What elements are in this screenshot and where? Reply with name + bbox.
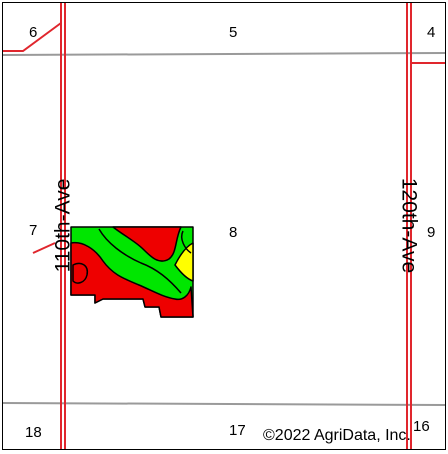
road-120th-ave bbox=[406, 3, 445, 449]
soil-boundary-line-2 bbox=[180, 230, 192, 254]
soil-zone-red-south bbox=[70, 241, 194, 318]
road-label-110th-ave: 110th-Ave bbox=[51, 178, 75, 273]
soil-map[interactable]: 6 5 4 7 8 9 18 17 16 110th-Ave 120th-Ave… bbox=[2, 2, 446, 450]
section-label-17: 17 bbox=[229, 422, 246, 439]
soil-zone-red-north bbox=[112, 226, 182, 262]
section-label-5: 5 bbox=[229, 24, 238, 41]
copyright-notice: ©2022 AgriData, Inc. bbox=[263, 427, 411, 444]
section-label-4: 4 bbox=[427, 24, 436, 41]
section-label-7: 7 bbox=[29, 222, 38, 239]
section-label-6: 6 bbox=[29, 24, 38, 41]
section-line-north bbox=[3, 52, 445, 56]
section-label-18: 18 bbox=[25, 424, 42, 441]
soil-boundary-line bbox=[98, 228, 182, 294]
section-label-9: 9 bbox=[427, 224, 436, 241]
section-line-south bbox=[3, 402, 445, 406]
section-label-16: 16 bbox=[413, 418, 430, 435]
map-canvas bbox=[3, 3, 445, 449]
field-boundary bbox=[70, 226, 194, 318]
soil-zone-red-west bbox=[72, 262, 89, 284]
road-110th-ave bbox=[3, 3, 66, 449]
road-label-120th-ave: 120th-Ave bbox=[397, 177, 421, 274]
section-label-8: 8 bbox=[229, 224, 238, 241]
